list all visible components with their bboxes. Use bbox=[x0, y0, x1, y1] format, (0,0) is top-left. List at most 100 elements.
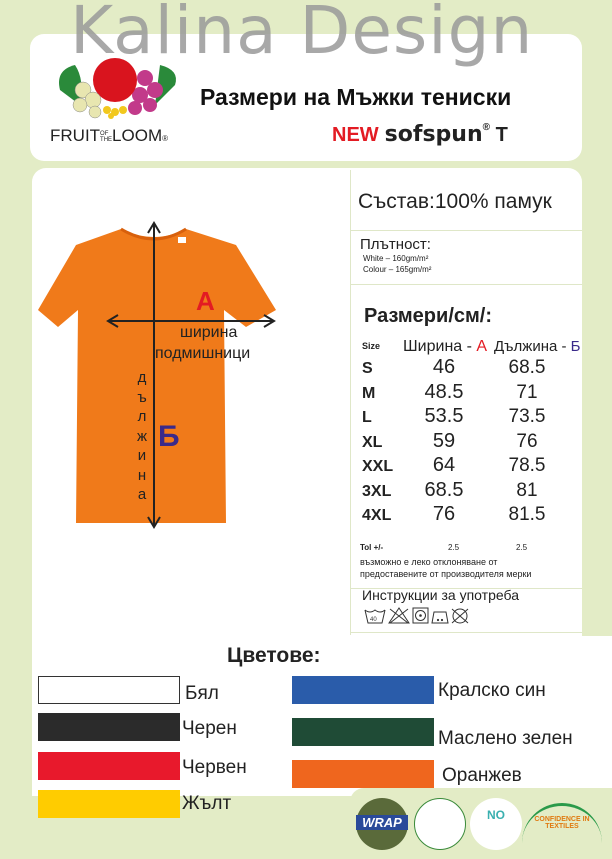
density-title: Плътност: bbox=[360, 236, 431, 253]
divider bbox=[350, 588, 582, 589]
length-header: Дължина - Б bbox=[494, 338, 581, 355]
color-label: Оранжев bbox=[442, 765, 522, 786]
size-cell: M bbox=[362, 384, 376, 402]
tol-width: 2.5 bbox=[448, 543, 460, 552]
density-colour: Colour – 165gm/m² bbox=[363, 265, 432, 274]
width-cell: 64 bbox=[432, 454, 456, 476]
size-cell: 4XL bbox=[362, 507, 392, 524]
color-label: Жълт bbox=[182, 793, 232, 814]
globe-logo-icon bbox=[414, 798, 466, 850]
sizes-title: Размери/см/: bbox=[364, 305, 493, 327]
sofspun-logo: sofspun bbox=[384, 122, 483, 147]
tolerance-note-2: предоставените от производителя мерки bbox=[360, 569, 532, 579]
new-label: NEW bbox=[332, 124, 379, 146]
length-cell: 73.5 bbox=[508, 406, 546, 427]
label-a: А bbox=[196, 286, 215, 316]
size-row: XXL 64 78.5 bbox=[362, 454, 582, 479]
care-icons: 40 bbox=[364, 607, 469, 624]
tumble-dry-icon bbox=[412, 607, 429, 624]
width-cell: 53.5 bbox=[424, 405, 464, 427]
length-letter: ъ bbox=[137, 388, 147, 406]
color-swatch bbox=[292, 718, 434, 746]
confidence-text: CONFIDENCE IN TEXTILES bbox=[534, 816, 590, 830]
density-white: White – 160gm/m² bbox=[363, 254, 429, 263]
size-cell: 3XL bbox=[362, 482, 392, 500]
tol-length: 2.5 bbox=[516, 543, 528, 552]
oeko-tex-logo-icon: CONFIDENCE IN TEXTILES bbox=[522, 803, 602, 845]
size-cell: L bbox=[362, 409, 372, 426]
divider bbox=[350, 170, 351, 635]
brand-text: FRUIT bbox=[50, 126, 101, 145]
length-cell: 81 bbox=[516, 479, 538, 501]
size-cell: XL bbox=[362, 433, 383, 451]
brand-text-2: LOOM bbox=[112, 126, 163, 145]
fruit-logo-icon bbox=[59, 58, 176, 119]
color-swatch bbox=[38, 752, 180, 780]
wash-40-icon: 40 bbox=[364, 609, 386, 624]
color-swatch bbox=[292, 676, 434, 704]
divider bbox=[350, 284, 582, 285]
size-row: M 48.5 71 bbox=[362, 381, 582, 406]
width-header: Ширина - А bbox=[403, 338, 487, 356]
color-label: Черен bbox=[182, 718, 237, 739]
size-row: 4XL 76 81.5 bbox=[362, 503, 582, 528]
color-label: Маслено зелен bbox=[438, 728, 573, 749]
width-label-2: подмишници bbox=[155, 345, 251, 362]
size-row: S 46 68.5 bbox=[362, 356, 582, 381]
length-letter: н bbox=[137, 466, 147, 484]
color-label: Червен bbox=[182, 757, 247, 778]
length-letter: а bbox=[137, 486, 147, 503]
watermark: Kalina Design bbox=[70, 0, 534, 69]
no-dry-clean-icon bbox=[451, 608, 469, 624]
label-b: Б bbox=[158, 420, 180, 453]
fruit-of-the-loom-brand: FRUITOF THELOOM® bbox=[50, 126, 168, 146]
length-cell: 81.5 bbox=[508, 504, 546, 525]
reg-mark: ® bbox=[162, 134, 169, 143]
colors-title: Цветове: bbox=[227, 644, 321, 667]
no-child-labour-logo-icon: NO bbox=[470, 798, 522, 850]
tolerance-note: възможно е леко отклоняване от bbox=[360, 557, 498, 567]
length-cell: 78.5 bbox=[508, 455, 546, 476]
width-cell: 76 bbox=[432, 503, 456, 525]
divider bbox=[350, 632, 582, 633]
product-suffix: T bbox=[495, 124, 508, 146]
size-row: L 53.5 73.5 bbox=[362, 405, 582, 430]
color-swatch bbox=[292, 760, 434, 788]
color-label: Бял bbox=[185, 683, 219, 704]
size-cell: S bbox=[362, 360, 373, 377]
length-letter: л bbox=[137, 408, 147, 425]
size-row: 3XL 68.5 81 bbox=[362, 479, 582, 504]
width-cell: 46 bbox=[432, 356, 456, 378]
width-cell: 59 bbox=[432, 429, 456, 452]
length-cell: 68.5 bbox=[508, 357, 546, 378]
tshirt-diagram bbox=[38, 221, 276, 529]
width-header-text: Ширина - bbox=[403, 338, 477, 355]
label-tag-icon bbox=[178, 237, 186, 243]
size-header: Size bbox=[362, 341, 381, 351]
width-letter: А bbox=[476, 338, 488, 355]
length-cell: 71 bbox=[516, 381, 538, 403]
width-cell: 48.5 bbox=[424, 380, 464, 403]
page-title: Размери на Мъжки тениски bbox=[200, 84, 512, 110]
color-swatch bbox=[38, 676, 180, 704]
composition: Състав:100% памук bbox=[358, 190, 552, 213]
length-cell: 76 bbox=[516, 430, 538, 452]
size-table: S 46 68.5 M 48.5 71 L 53.5 73.5 XL 59 76 XXL 64 78.5 3X… bbox=[362, 356, 582, 528]
wrap-logo-icon: WRAP bbox=[356, 798, 408, 850]
color-swatch bbox=[38, 790, 180, 818]
length-letter: Б bbox=[570, 338, 581, 355]
length-letter: ж bbox=[136, 427, 148, 445]
iron-icon bbox=[431, 611, 449, 624]
care-title: Инструкции за употреба bbox=[362, 587, 519, 603]
length-letter: д bbox=[137, 369, 147, 386]
no-text: NO bbox=[487, 808, 505, 822]
wash-temp: 40 bbox=[370, 617, 377, 623]
wrap-text: WRAP bbox=[356, 815, 408, 830]
color-label: Кралско син bbox=[438, 680, 546, 701]
brand-of: OF bbox=[100, 130, 109, 137]
no-bleach-icon bbox=[388, 607, 410, 624]
width-label: ширина bbox=[180, 324, 238, 341]
size-cell: XXL bbox=[362, 458, 394, 475]
color-swatch bbox=[38, 713, 180, 741]
